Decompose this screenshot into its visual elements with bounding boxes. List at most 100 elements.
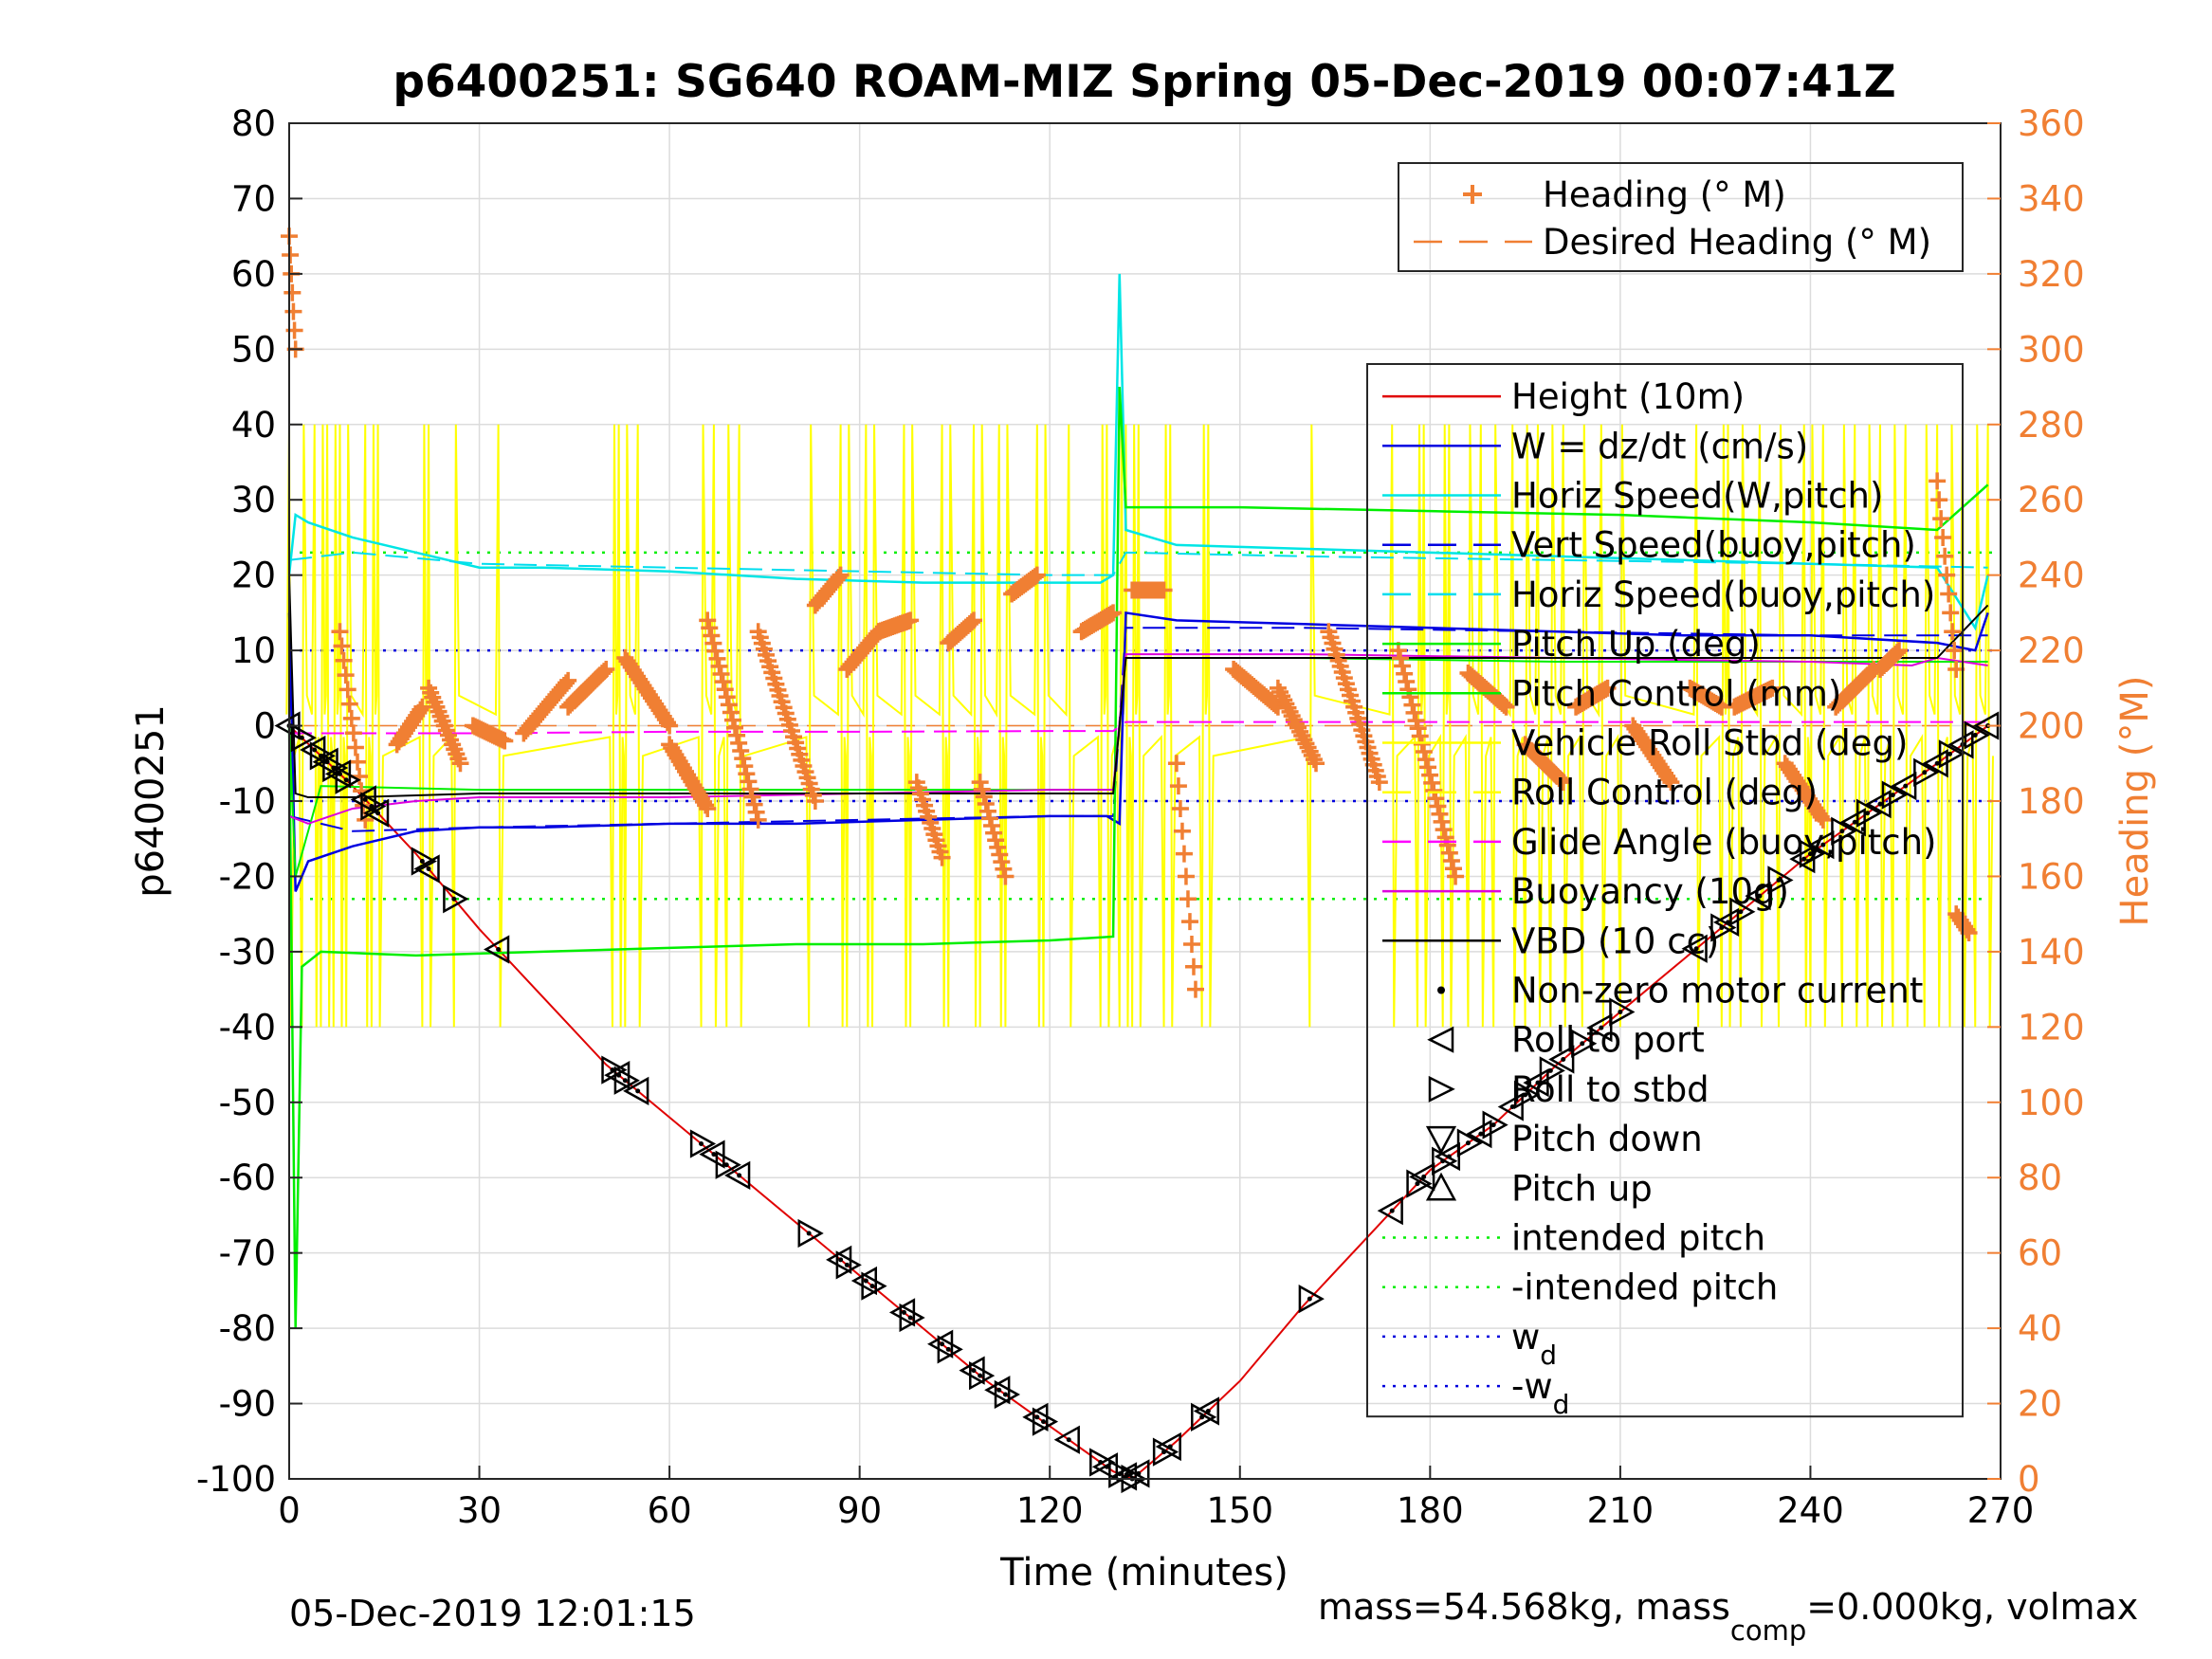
- motor-event-marker: [1808, 830, 1835, 860]
- x-tick-label: 150: [1206, 1490, 1273, 1531]
- motor-current-dot: [1738, 909, 1744, 915]
- motor-event-marker: [1432, 1146, 1458, 1176]
- motor-event-marker: [1767, 866, 1794, 895]
- motor-current-dot: [312, 747, 318, 753]
- legend-label: Pitch up: [1511, 1168, 1653, 1209]
- motor-current-dot: [907, 1315, 913, 1321]
- legend-label-text: -intended pitch: [1511, 1267, 1778, 1308]
- y-right-tick-label: 180: [2018, 781, 2085, 822]
- motor-event-marker: [1091, 1452, 1119, 1482]
- chart-title: p6400251: SG640 ROAM-MIZ Spring 05-Dec-2…: [393, 56, 1895, 108]
- motor-current-dot: [1852, 819, 1857, 825]
- footer-mass-part2: =0.000kg, volmax: [1806, 1586, 2138, 1628]
- legend-sample-plus: [1463, 185, 1482, 204]
- y-tick-label: 20: [231, 556, 276, 596]
- x-tick-label: 30: [457, 1490, 502, 1531]
- legend-label-text: VBD (10 cc): [1511, 921, 1719, 961]
- x-tick-label: 240: [1777, 1490, 1844, 1531]
- motor-current-dot: [369, 804, 375, 810]
- heading-marker-group: [1320, 623, 1388, 792]
- motor-event-marker: [699, 1139, 725, 1169]
- motor-event-marker: [1456, 1128, 1484, 1158]
- motor-event-marker: [937, 1335, 963, 1364]
- motor-event-marker: [1053, 1425, 1080, 1454]
- legend-label-text: Glide Angle (buoy,pitch): [1511, 822, 1936, 863]
- motor-current-dot: [1580, 1041, 1585, 1047]
- motor-event-marker: [1710, 913, 1737, 942]
- legend-label-text: Height (10m): [1511, 376, 1745, 417]
- motor-current-dot: [996, 1387, 1002, 1393]
- motor-current-dot: [901, 1309, 906, 1315]
- motor-event-marker: [835, 1250, 862, 1280]
- legend-label: Pitch Control (mm): [1511, 673, 1841, 714]
- motor-event-marker: [1548, 1045, 1575, 1074]
- motor-event-marker: [1745, 881, 1771, 911]
- x-tick-label: 120: [1016, 1490, 1084, 1531]
- legend-label: -wd: [1511, 1366, 1569, 1420]
- legend-label: Horiz Speed(W,pitch): [1511, 476, 1883, 517]
- legend-label: Pitch Up (deg): [1511, 624, 1761, 665]
- y-right-tick-label: 60: [2018, 1233, 2062, 1274]
- y-tick-label: -50: [219, 1083, 276, 1123]
- y-axis-label: p6400251: [129, 704, 173, 898]
- series-buoyancy-10g-: [288, 653, 1988, 825]
- motor-current-dot: [1136, 1470, 1142, 1476]
- y-tick-label: -60: [219, 1158, 276, 1198]
- motor-current-dot: [1947, 751, 1953, 757]
- motor-current-dot: [1205, 1409, 1211, 1413]
- y-right-tick-label: 200: [2018, 706, 2085, 747]
- motor-current-dot: [1523, 1092, 1528, 1098]
- legend-label-text: Pitch Control (mm): [1511, 673, 1841, 714]
- heading-marker-group: [699, 611, 767, 829]
- legend-label: -intended pitch: [1511, 1267, 1778, 1308]
- legend-label: Non-zero motor current: [1511, 971, 1923, 1012]
- y-right-tick-label: 320: [2018, 254, 2085, 295]
- legend-label-text: Heading (° M): [1543, 174, 1786, 215]
- motor-event-marker: [360, 792, 387, 821]
- motor-current-dot: [1066, 1437, 1071, 1443]
- legend-label-text: Buoyancy (10g): [1511, 871, 1789, 912]
- y-right-tick-label: 220: [2018, 630, 2085, 671]
- motor-event-marker: [689, 1129, 717, 1158]
- motor-event-marker: [1586, 1013, 1613, 1043]
- motor-event-marker: [1681, 934, 1708, 963]
- heading-marker-group: [1516, 736, 1572, 792]
- heading-marker-group: [1726, 679, 1782, 716]
- motor-event-marker: [322, 753, 349, 783]
- motor-event-marker: [623, 1076, 649, 1105]
- heading-marker-group: [1072, 604, 1123, 641]
- legend-label-text: Vert Speed(buoy,pitch): [1511, 525, 1916, 566]
- motor-event-marker: [1523, 1067, 1549, 1098]
- y-tick-label: -90: [219, 1384, 276, 1425]
- motor-event-marker: [1089, 1448, 1116, 1477]
- motor-current-dot: [1167, 1444, 1173, 1449]
- motor-current-dot: [324, 759, 330, 765]
- legend-label: wd: [1511, 1317, 1557, 1371]
- motor-event-marker: [1712, 907, 1740, 938]
- motor-current-dot: [1465, 1140, 1471, 1146]
- x-tick-label: 210: [1587, 1490, 1654, 1531]
- legend-label-subscript: d: [1553, 1389, 1570, 1420]
- y-tick-label: 30: [231, 480, 276, 520]
- legend-label-text: Roll Control (deg): [1511, 773, 1818, 813]
- legend-box: [1398, 162, 1964, 272]
- legend-label-text: Pitch Up (deg): [1511, 624, 1761, 665]
- motor-event-marker: [1377, 1196, 1403, 1226]
- legend-label: Pitch down: [1511, 1119, 1703, 1159]
- motor-current-dot: [1776, 877, 1782, 883]
- heading-marker-group: [420, 679, 469, 773]
- y-tick-label: 60: [231, 254, 276, 295]
- motor-event-marker: [1891, 771, 1917, 801]
- motor-event-marker: [309, 741, 336, 771]
- motor-current-dot: [806, 1231, 812, 1236]
- motor-event-marker: [1482, 1110, 1508, 1139]
- legend-label: Heading (° M): [1543, 174, 1786, 215]
- motor-event-marker: [715, 1150, 741, 1179]
- motor-current-dot: [1801, 856, 1807, 862]
- x-tick-label: 90: [837, 1490, 882, 1531]
- series-glide-angle-buoy-pitch-: [289, 720, 1988, 735]
- legend-sample-triangle-up: [1425, 1172, 1457, 1201]
- motor-current-dot: [426, 866, 431, 871]
- x-tick-label: 180: [1397, 1490, 1464, 1531]
- motor-current-dot: [699, 1140, 704, 1146]
